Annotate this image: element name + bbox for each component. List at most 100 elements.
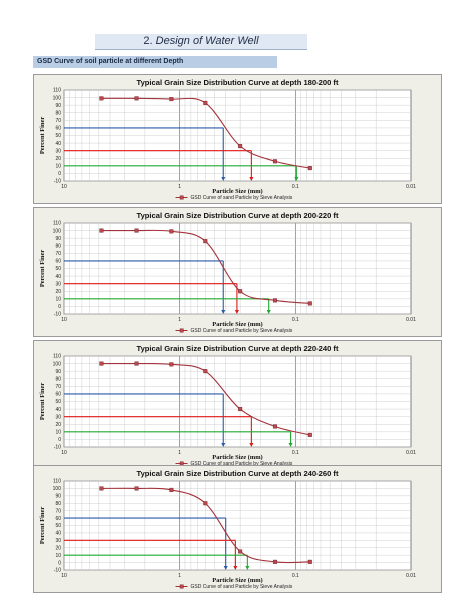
annotation-green-arrow: [294, 177, 299, 181]
gsd-chart-3: Typical Grain Size Distribution Curve at…: [33, 340, 442, 470]
y-tick-label: 0: [58, 560, 61, 566]
x-tick-label: 10: [61, 450, 67, 456]
y-tick-label: 100: [53, 95, 62, 101]
y-tick-label: 20: [55, 422, 61, 428]
y-axis-label: Percent Finer: [39, 117, 46, 154]
chart-title: Typical Grain Size Distribution Curve at…: [137, 78, 339, 87]
y-tick-label: 40: [55, 141, 61, 147]
y-tick-label: 40: [55, 274, 61, 280]
data-point-marker: [238, 407, 243, 412]
x-tick-label: 0.1: [292, 317, 299, 323]
y-tick-label: 70: [55, 384, 61, 390]
y-tick-label: 30: [55, 414, 61, 420]
y-tick-label: 30: [55, 281, 61, 287]
x-tick-label: 0.01: [406, 317, 416, 323]
gsd-chart-2: Typical Grain Size Distribution Curve at…: [33, 207, 442, 337]
legend-marker: [179, 195, 184, 200]
data-point-marker: [134, 96, 139, 101]
y-tick-label: 110: [53, 479, 61, 485]
annotation-red-arrow: [233, 566, 238, 570]
annotation-green-arrow: [245, 566, 250, 570]
y-tick-label: -10: [54, 179, 61, 185]
x-tick-label: 1: [178, 317, 181, 323]
chart-title: Typical Grain Size Distribution Curve at…: [137, 344, 339, 353]
y-tick-label: 10: [55, 297, 61, 303]
data-point-marker: [238, 144, 243, 149]
x-tick-label: 0.1: [292, 573, 299, 579]
y-tick-label: 30: [55, 148, 61, 154]
annotation-blue-arrow: [221, 443, 226, 447]
y-tick-label: 110: [53, 88, 61, 94]
data-point-marker: [169, 229, 174, 234]
chart-svg: Typical Grain Size Distribution Curve at…: [39, 78, 416, 201]
annotation-green-arrow: [266, 310, 271, 314]
x-tick-label: 0.01: [406, 573, 416, 579]
y-tick-label: 30: [55, 538, 61, 544]
x-axis-label: Particle Size (mm): [212, 321, 262, 328]
annotation-green-arrow: [288, 443, 293, 447]
page-heading-number: 2.: [143, 35, 153, 47]
data-point-marker: [272, 159, 277, 164]
chart-svg: Typical Grain Size Distribution Curve at…: [39, 469, 416, 590]
y-tick-label: 10: [55, 164, 61, 170]
y-tick-label: 80: [55, 110, 61, 116]
y-tick-label: 90: [55, 369, 61, 375]
legend-label: GSD Curve of sand Particle by Sieve Anal…: [191, 461, 293, 467]
y-tick-label: 80: [55, 376, 61, 382]
y-tick-label: 80: [55, 501, 61, 507]
x-tick-label: 10: [61, 317, 67, 323]
data-point-marker: [99, 96, 104, 101]
y-tick-label: 50: [55, 266, 61, 272]
data-point-marker: [203, 501, 208, 506]
data-point-marker: [134, 361, 139, 366]
y-tick-label: 80: [55, 243, 61, 249]
y-tick-label: 0: [58, 171, 61, 177]
y-tick-label: -10: [54, 568, 61, 574]
y-tick-label: 40: [55, 407, 61, 413]
data-point-marker: [203, 239, 208, 244]
y-tick-label: 90: [55, 236, 61, 242]
data-point-marker: [169, 362, 174, 367]
y-tick-label: 0: [58, 437, 61, 443]
y-tick-label: 110: [53, 354, 61, 360]
legend-label: GSD Curve of sand Particle by Sieve Anal…: [191, 584, 293, 590]
y-tick-label: 20: [55, 156, 61, 162]
data-point-marker: [134, 486, 139, 491]
data-point-marker: [99, 228, 104, 233]
y-tick-label: 100: [53, 361, 62, 367]
y-tick-label: 50: [55, 133, 61, 139]
data-point-marker: [169, 487, 174, 492]
y-tick-label: 20: [55, 545, 61, 551]
data-point-marker: [99, 361, 104, 366]
x-axis-label: Particle Size (mm): [212, 454, 262, 461]
y-tick-label: -10: [54, 312, 61, 318]
y-tick-label: 40: [55, 531, 61, 537]
y-tick-label: -10: [54, 445, 61, 451]
legend-label: GSD Curve of sand Particle by Sieve Anal…: [191, 195, 293, 201]
grid: [64, 480, 412, 571]
annotation-red-arrow: [249, 443, 254, 447]
y-tick-label: 70: [55, 508, 61, 514]
y-axis-label: Percent Finer: [39, 507, 46, 544]
page-heading: 2. Design of Water Well: [95, 34, 307, 50]
y-tick-label: 10: [55, 430, 61, 436]
data-point-marker: [169, 97, 174, 102]
y-tick-label: 10: [55, 553, 61, 559]
x-tick-label: 0.01: [406, 184, 416, 190]
gsd-chart-4: Typical Grain Size Distribution Curve at…: [33, 465, 442, 593]
y-tick-label: 60: [55, 392, 61, 398]
y-tick-label: 50: [55, 523, 61, 529]
data-point-marker: [307, 559, 312, 564]
y-tick-label: 50: [55, 399, 61, 405]
y-tick-label: 70: [55, 251, 61, 257]
data-point-marker: [134, 228, 139, 233]
y-axis-label: Percent Finer: [39, 383, 46, 420]
annotation-blue-arrow: [223, 566, 228, 570]
y-tick-label: 70: [55, 118, 61, 124]
gsd-chart-1: Typical Grain Size Distribution Curve at…: [33, 74, 442, 204]
x-tick-label: 10: [61, 573, 67, 579]
page-heading-text: Design of Water Well: [155, 35, 259, 47]
y-tick-label: 100: [53, 228, 62, 234]
data-point-marker: [203, 100, 208, 105]
x-axis-label: Particle Size (mm): [212, 188, 262, 195]
